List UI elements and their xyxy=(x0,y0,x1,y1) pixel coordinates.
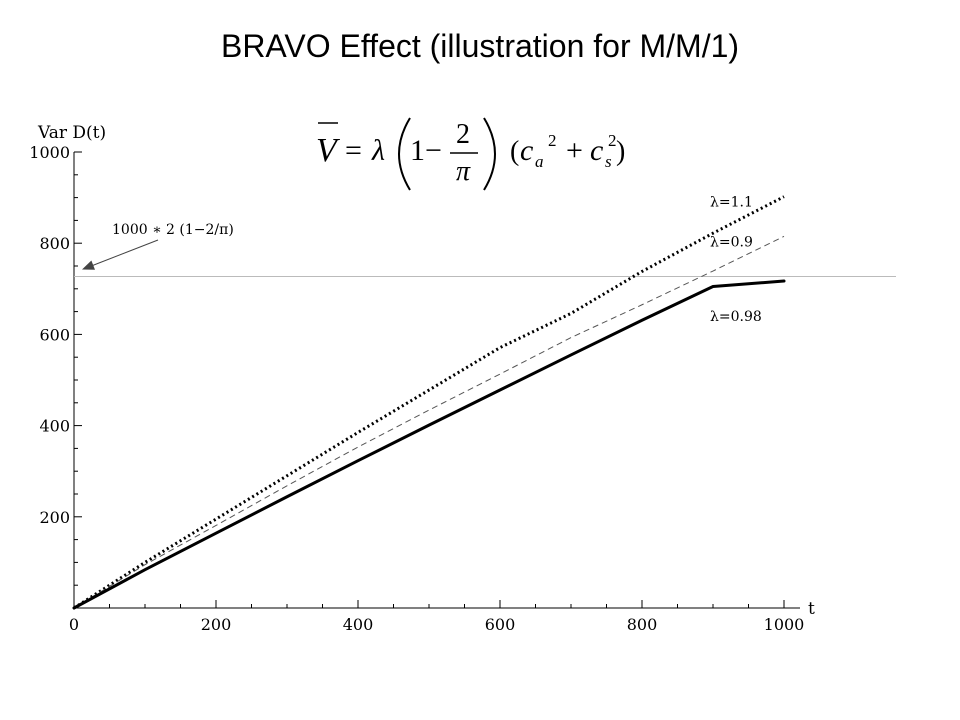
y-tick-label: 200 xyxy=(39,508,70,527)
y-axis-label: Var D(t) xyxy=(37,123,106,143)
y-tick-label: 800 xyxy=(39,234,70,253)
annotation-text: 1000 ∗ 2 (1−2/π) xyxy=(112,222,234,238)
formula-cs: c xyxy=(590,134,603,167)
formula-frac-den: π xyxy=(456,156,471,187)
formula-sq1: 2 xyxy=(548,131,557,150)
series-label: λ=0.98 xyxy=(710,309,762,325)
formula-plus: + xyxy=(566,134,583,167)
formula-lambda: λ xyxy=(371,134,385,167)
x-axis-label: t xyxy=(808,599,815,619)
formula-sq2: 2 xyxy=(608,131,617,150)
ticks: 0 200 400 600 800 1000 200 400 600 800 1000 xyxy=(29,143,804,634)
annotation-arrow xyxy=(89,239,159,267)
x-tick-label: 200 xyxy=(201,615,232,634)
series-group xyxy=(72,195,786,610)
series-line-solid xyxy=(72,279,786,610)
formula: V = λ 1− 2 π ( c a 2 + c s 2 ) xyxy=(316,117,625,191)
formula-ca: c xyxy=(520,134,533,167)
formula-open-paren: ( xyxy=(510,136,519,167)
formula-ca-sub: a xyxy=(535,152,544,171)
formula-right-paren xyxy=(483,117,496,191)
slide-title: BRAVO Effect (illustration for M/M/1) xyxy=(220,28,740,64)
formula-one-minus: 1− xyxy=(410,134,442,167)
x-tick-label: 1000 xyxy=(764,615,805,634)
formula-lhs: V xyxy=(316,132,341,169)
x-tick-label: 800 xyxy=(627,615,658,634)
series-label: λ=1.1 xyxy=(710,195,753,211)
annotation-arrowhead xyxy=(82,260,95,270)
series-line-dotted xyxy=(73,195,785,610)
x-tick-label: 600 xyxy=(485,615,516,634)
formula-frac-num: 2 xyxy=(456,119,470,150)
formula-cs-sub: s xyxy=(605,152,612,171)
y-tick-label: 400 xyxy=(39,417,70,436)
formula-close-paren: ) xyxy=(616,136,625,167)
y-tick-label: 1000 xyxy=(29,143,70,162)
x-tick-label: 0 xyxy=(69,615,79,634)
x-tick-label: 400 xyxy=(343,615,374,634)
y-tick-label: 600 xyxy=(39,325,70,344)
series-label: λ=0.9 xyxy=(710,234,753,250)
formula-equals: = xyxy=(345,134,362,167)
series-line-dashed xyxy=(73,235,785,609)
formula-left-paren xyxy=(398,117,411,191)
axes: Var D(t) t 0 200 400 600 800 1000 200 400 600 800… xyxy=(29,123,815,634)
annotation: 1000 ∗ 2 (1−2/π) xyxy=(82,222,234,270)
series-labels: λ=1.1 λ=0.9 λ=0.98 xyxy=(710,195,762,325)
